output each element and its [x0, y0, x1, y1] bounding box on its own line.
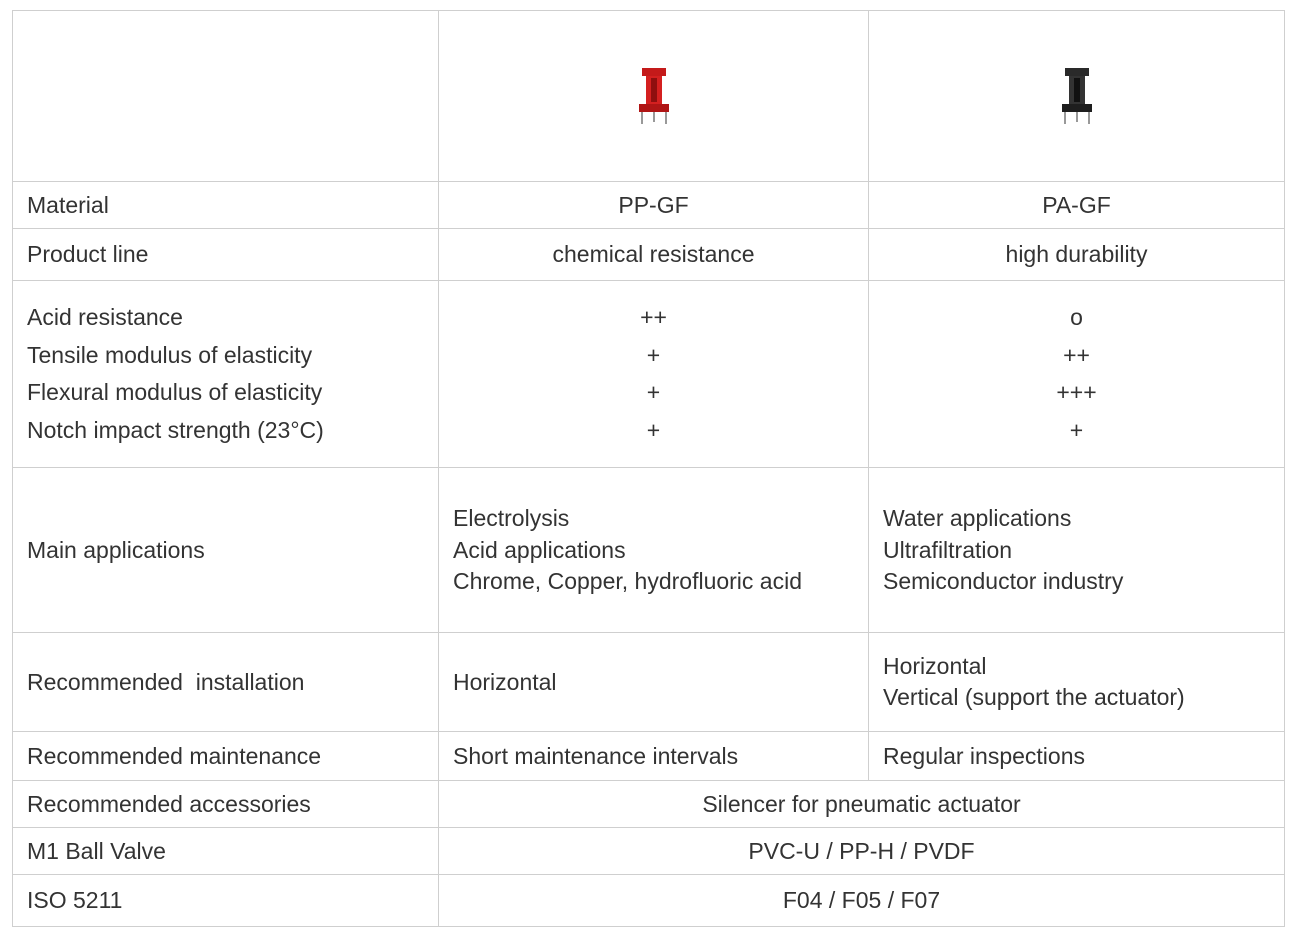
cell-line: +	[883, 417, 1270, 445]
row-label: Product line	[13, 229, 439, 281]
cell-line: ++	[453, 304, 854, 332]
value-cell: chemical resistance	[439, 229, 869, 281]
cell-line: Product line	[27, 241, 424, 269]
value-cell: Horizontal	[439, 633, 869, 732]
row-label: Main applications	[13, 468, 439, 633]
cell-line: Silencer for pneumatic actuator	[453, 791, 1270, 819]
cell-line: +	[453, 342, 854, 370]
value-cell: PP-GF	[439, 182, 869, 229]
black-actuator-bracket	[1057, 66, 1097, 126]
cell-line: ISO 5211	[27, 887, 424, 915]
cell-line: Ultrafiltration	[883, 537, 1270, 565]
row-label: M1 Ball Valve	[13, 828, 439, 875]
cell-line: F04 / F05 / F07	[453, 887, 1270, 915]
cell-line: Short maintenance intervals	[453, 743, 854, 771]
page: {"table": {"rows": [ {"label": ["Materia…	[0, 0, 1296, 843]
cell-line: Water applications	[883, 505, 1270, 533]
cell-line: Recommended maintenance	[27, 743, 424, 771]
cell-line: high durability	[883, 241, 1270, 269]
cell-line: Flexural modulus of elasticity	[27, 379, 424, 407]
row-label: Material	[13, 182, 439, 229]
table-row: Recommended accessories Silencer for pneu…	[13, 781, 1285, 828]
table-row: Material PP-GF PA-GF	[13, 182, 1285, 229]
row-label: Acid resistance Tensile modulus of elasti…	[13, 281, 439, 468]
cell-line: Acid resistance	[27, 304, 424, 332]
value-cell: Water applications Ultrafiltration Semicon…	[869, 468, 1285, 633]
cell-line: Semiconductor industry	[883, 568, 1270, 596]
value-cell: o++++++	[869, 281, 1285, 468]
cell-line: chemical resistance	[453, 241, 854, 269]
cell-line: Recommended installation	[27, 669, 424, 697]
cell-line: Acid applications	[453, 537, 854, 565]
cell-line: PA-GF	[883, 192, 1270, 220]
row-label: Recommended accessories	[13, 781, 439, 828]
header-row	[13, 11, 1285, 182]
table-row: M1 Ball Valve PVC-U / PP-H / PVDF	[13, 828, 1285, 875]
image-cell	[439, 11, 869, 182]
cell-line: Chrome, Copper, hydrofluoric acid	[453, 568, 854, 596]
cell-line: Horizontal	[883, 653, 1270, 681]
row-label: ISO 5211	[13, 875, 439, 927]
row-label: Recommended installation	[13, 633, 439, 732]
merged-cell: F04 / F05 / F07	[439, 875, 1285, 927]
table-row: Acid resistance Tensile modulus of elasti…	[13, 281, 1285, 468]
image-cell	[869, 11, 1285, 182]
value-cell: Short maintenance intervals	[439, 732, 869, 781]
cell-line: Vertical (support the actuator)	[883, 684, 1270, 712]
merged-cell: Silencer for pneumatic actuator	[439, 781, 1285, 828]
cell-line: +	[453, 417, 854, 445]
value-cell: +++++	[439, 281, 869, 468]
cell-line: PP-GF	[453, 192, 854, 220]
cell-line: Main applications	[27, 537, 424, 565]
cell-line: Recommended accessories	[27, 791, 424, 819]
value-cell: Horizontal Vertical (support the actuator…	[869, 633, 1285, 732]
cell-line: Notch impact strength (23°C)	[27, 417, 424, 445]
table-row: ISO 5211 F04 / F05 / F07	[13, 875, 1285, 927]
cell-line: Tensile modulus of elasticity	[27, 342, 424, 370]
cell-line: PVC-U / PP-H / PVDF	[453, 838, 1270, 866]
table-row: Main applications Electrolysis Acid applic…	[13, 468, 1285, 633]
row-label: Recommended maintenance	[13, 732, 439, 781]
merged-cell: PVC-U / PP-H / PVDF	[439, 828, 1285, 875]
comparison-table: Material PP-GF PA-GF Product line chemical r…	[12, 10, 1285, 927]
value-cell: Electrolysis Acid applications Chrome, Cop…	[439, 468, 869, 633]
cell-line: +++	[883, 379, 1270, 407]
value-cell: PA-GF	[869, 182, 1285, 229]
empty-cell	[13, 11, 439, 182]
red-actuator-bracket	[634, 66, 674, 126]
cell-line: ++	[883, 342, 1270, 370]
cell-line: +	[453, 379, 854, 407]
cell-line: o	[883, 304, 1270, 332]
cell-line: M1 Ball Valve	[27, 838, 424, 866]
cell-line: Electrolysis	[453, 505, 854, 533]
cell-line: Horizontal	[453, 669, 854, 697]
table-row: Product line chemical resistance high dura…	[13, 229, 1285, 281]
value-cell: Regular inspections	[869, 732, 1285, 781]
cell-line: Regular inspections	[883, 743, 1270, 771]
cell-line: Material	[27, 192, 424, 220]
table-row: Recommended maintenance Short maintenance…	[13, 732, 1285, 781]
value-cell: high durability	[869, 229, 1285, 281]
